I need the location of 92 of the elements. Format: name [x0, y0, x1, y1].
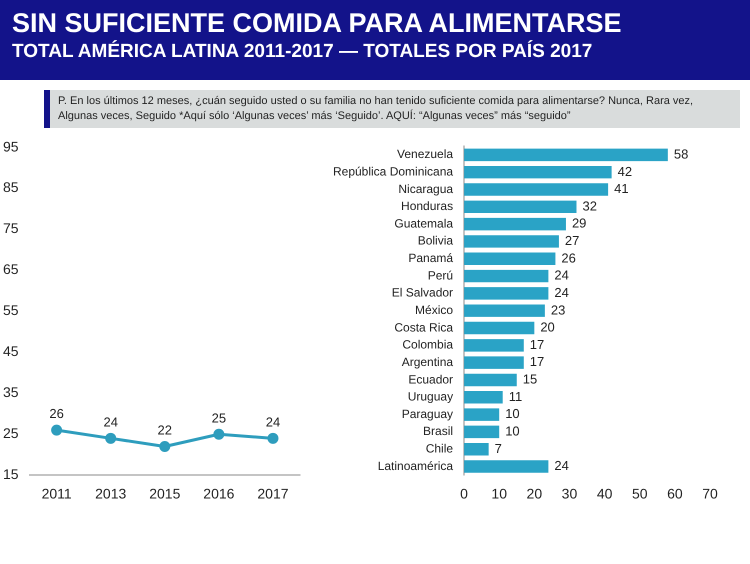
bar — [464, 460, 548, 473]
data-label: 15 — [522, 372, 538, 387]
bar — [464, 339, 524, 352]
bar — [464, 374, 517, 386]
point — [105, 432, 116, 444]
point — [159, 441, 170, 452]
data-label: 24 — [554, 268, 569, 283]
data-label: 20 — [540, 320, 555, 335]
chart-title: SIN SUFICIENTE COMIDA PARA ALIMENTARSE — [12, 8, 623, 39]
y-tick-label: El Salvador — [392, 286, 454, 300]
x-tick-label: 2016 — [203, 485, 235, 502]
point — [213, 428, 224, 440]
x-tick-label: 70 — [702, 485, 718, 502]
data-label: 26 — [49, 406, 64, 422]
bar — [464, 200, 576, 214]
x-tick-label: 60 — [667, 485, 683, 502]
x-tick-label: 50 — [632, 485, 648, 502]
bar — [464, 252, 556, 265]
bar — [464, 166, 612, 178]
data-label: 26 — [561, 250, 576, 266]
bar — [464, 235, 559, 248]
x-tick-label: 2013 — [95, 485, 126, 502]
data-label: 42 — [618, 164, 632, 179]
y-tick-label: 65 — [2, 261, 19, 278]
y-tick-label: Argentina — [402, 354, 454, 369]
y-tick-label: Costa Rica — [394, 320, 454, 334]
y-tick-label: 95 — [2, 138, 19, 154]
y-tick-label: Brasil — [423, 424, 454, 438]
bar — [464, 442, 489, 456]
data-label: 32 — [582, 198, 597, 214]
bar — [464, 304, 545, 317]
y-tick-label: Guatemala — [394, 216, 454, 230]
data-label: 25 — [212, 410, 226, 426]
data-label: 23 — [550, 302, 566, 318]
x-tick-label: 2011 — [42, 485, 72, 502]
y-tick-label: 25 — [2, 425, 19, 442]
y-tick-label: Bolivia — [418, 234, 454, 248]
data-label: 27 — [564, 233, 580, 248]
x-tick-label: 30 — [562, 485, 578, 502]
data-label: 41 — [614, 181, 629, 196]
data-label: 17 — [530, 336, 544, 352]
y-tick-label: 35 — [2, 384, 19, 400]
point — [51, 424, 62, 436]
x-tick-label: 0 — [460, 485, 468, 502]
bar — [464, 356, 524, 369]
y-tick-label: Honduras — [401, 199, 454, 214]
y-tick-label: Latinoamérica — [378, 458, 454, 473]
data-label: 29 — [572, 216, 586, 231]
y-tick-label: Colombia — [402, 338, 454, 352]
point — [267, 432, 278, 444]
bar — [464, 183, 608, 196]
y-tick-label: 55 — [2, 302, 19, 318]
data-label: 24 — [103, 414, 118, 430]
data-label: 24 — [266, 414, 280, 430]
y-tick-label: Chile — [426, 442, 454, 456]
data-label: 17 — [530, 354, 544, 370]
x-tick-label: 40 — [596, 485, 613, 502]
data-label: 10 — [505, 423, 520, 438]
bar — [464, 426, 500, 438]
y-tick-label: Perú — [428, 268, 454, 282]
chart-subtitle: TOTAL AMÉRICA LATINA 2011-2017 — TOTALES POR PAÍS 2017 — [12, 41, 594, 63]
y-tick-label: 85 — [2, 179, 19, 196]
data-label: 22 — [158, 422, 172, 438]
x-tick-label: 20 — [526, 485, 542, 502]
y-tick-label: 15 — [2, 466, 19, 482]
y-tick-label: Nicaragua — [398, 182, 454, 196]
text: P. En los últimos 12 meses, ¿cuán seguido usted o su familia no han tenido suficiente comida para alimentarse? Nunca, Rara vez, Algunas veces, Seguido *Aquí sólo ‘Algunas veces’ más ‘Seguido’. AQUÍ: “Algunas veces” más “seguido” — [44, 90, 740, 128]
y-tick-label: 45 — [2, 343, 19, 360]
data-label: 24 — [554, 458, 569, 474]
y-tick-label: República Dominicana — [332, 164, 454, 178]
y-tick-label: Uruguay — [408, 390, 454, 404]
x-tick-label: 2017 — [257, 485, 289, 502]
bar — [464, 148, 668, 162]
x-tick-label: 2015 — [149, 485, 181, 502]
bar — [464, 408, 500, 421]
y-tick-label: Panamá — [408, 251, 454, 266]
bar — [464, 218, 566, 230]
x-tick-label: 10 — [491, 485, 508, 502]
y-tick-label: Venezuela — [397, 147, 454, 162]
data-label: 58 — [674, 146, 688, 162]
y-tick-label: México — [415, 303, 454, 318]
data-label: 11 — [508, 388, 522, 404]
data-label: 24 — [554, 284, 569, 300]
bar — [464, 287, 548, 300]
y-tick-label: 75 — [2, 220, 19, 236]
bar — [464, 391, 503, 404]
y-tick-label: Ecuador — [408, 372, 454, 386]
data-label: 10 — [505, 406, 520, 422]
data-label: 7 — [494, 440, 502, 456]
bar — [464, 270, 548, 282]
bar — [464, 322, 534, 334]
y-tick-label: Paraguay — [402, 406, 454, 421]
